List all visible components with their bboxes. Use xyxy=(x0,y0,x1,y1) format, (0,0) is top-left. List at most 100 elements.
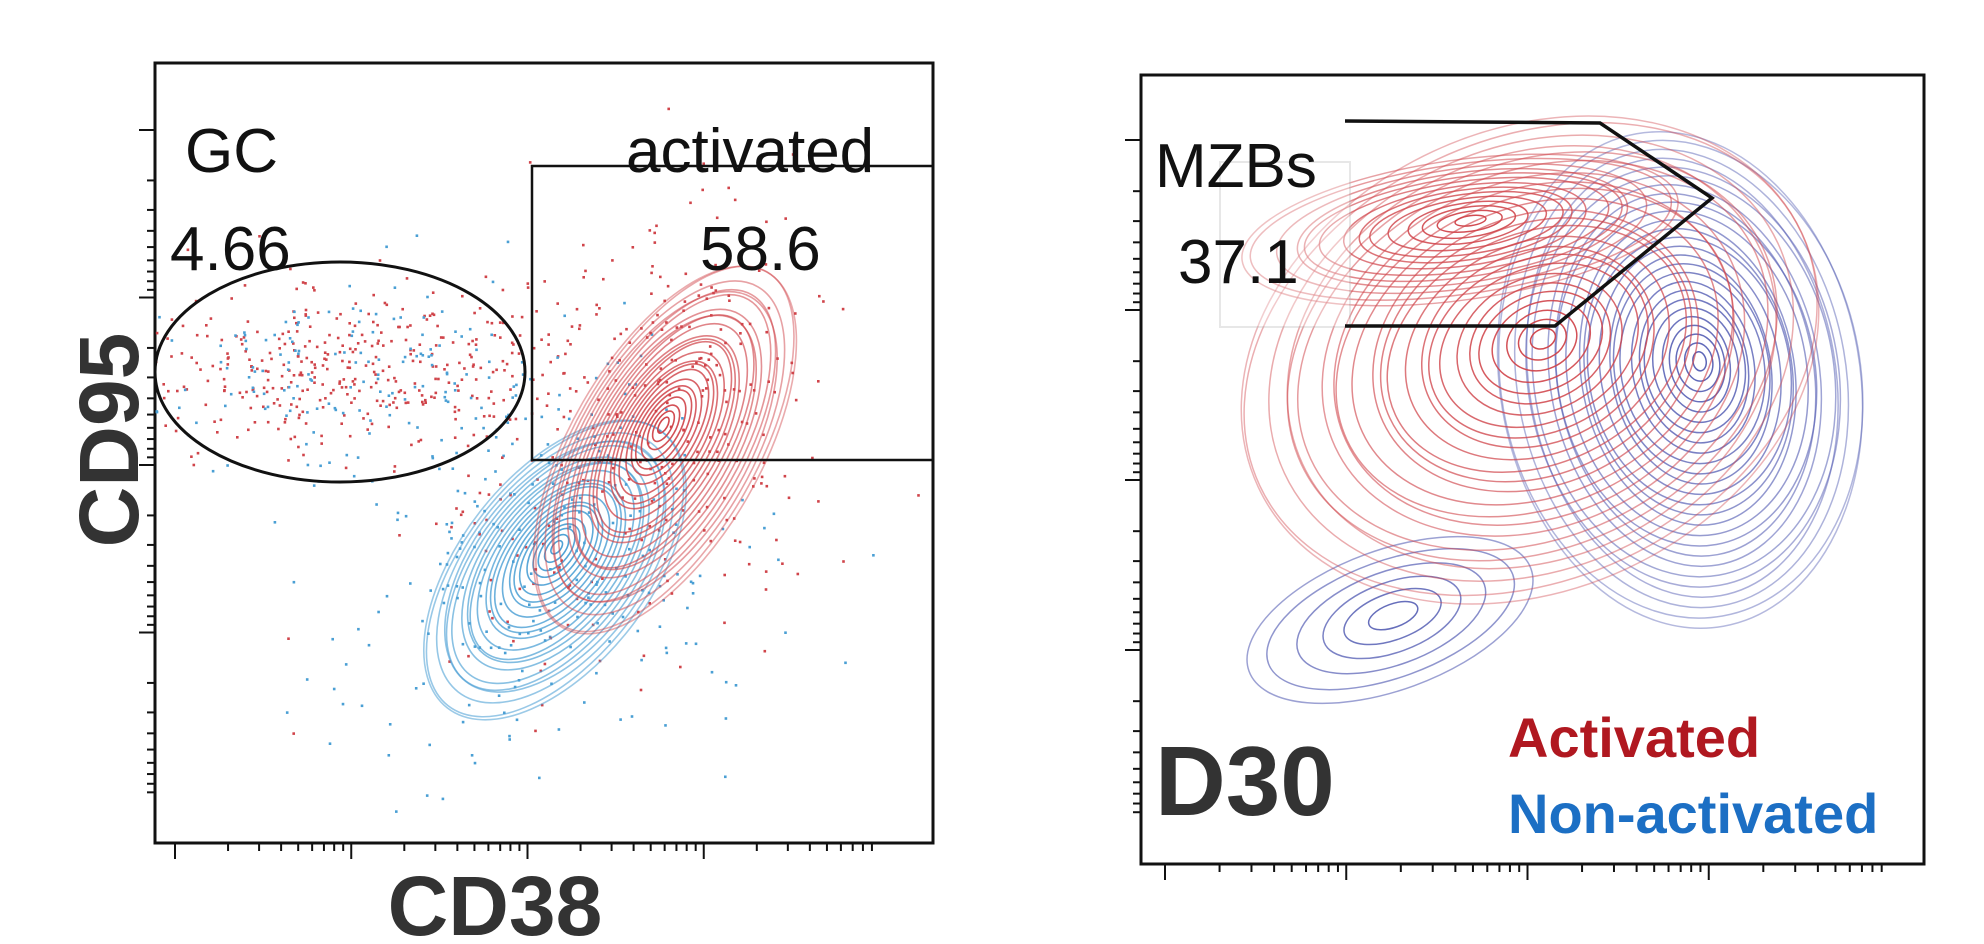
event-dot xyxy=(641,554,645,558)
event-dot xyxy=(725,400,728,404)
non-activated-contour xyxy=(1675,333,1721,393)
event-dot xyxy=(440,438,443,442)
event-dot xyxy=(328,333,331,337)
event-dot xyxy=(508,734,511,738)
event-dot xyxy=(555,517,559,520)
event-dot xyxy=(594,557,598,561)
activated-contour xyxy=(1478,290,1604,395)
event-dot xyxy=(526,286,530,289)
event-dot xyxy=(538,776,541,780)
event-dot xyxy=(219,344,222,348)
event-dot xyxy=(331,637,334,641)
event-dot xyxy=(502,454,505,458)
non-activated-contour xyxy=(1547,183,1823,568)
left-x-axis-ticks xyxy=(174,843,873,859)
event-dot xyxy=(415,234,419,237)
activated-contour xyxy=(1241,153,1679,307)
event-dot xyxy=(601,577,604,580)
event-dot xyxy=(367,643,371,647)
event-dot xyxy=(327,402,331,405)
event-dot xyxy=(263,407,267,411)
event-dot xyxy=(354,348,357,351)
event-dot xyxy=(675,326,679,329)
event-dot xyxy=(196,451,200,455)
event-dot xyxy=(611,612,614,615)
event-dot xyxy=(219,360,223,364)
event-dot xyxy=(326,367,329,371)
y-axis-title: CD95 xyxy=(62,333,156,548)
event-dot xyxy=(503,651,507,655)
event-dot xyxy=(309,378,312,381)
event-dot xyxy=(760,475,764,479)
event-dot xyxy=(589,603,592,606)
event-dot xyxy=(556,356,559,359)
activated-gate xyxy=(530,164,935,462)
event-dot xyxy=(460,378,464,381)
event-dot xyxy=(353,383,356,386)
event-dot xyxy=(558,393,561,397)
event-dot xyxy=(252,390,256,393)
event-dot xyxy=(725,518,729,522)
event-dot xyxy=(608,640,611,643)
d30-panel: MZBs 37.1 D30 Activated Non-activated xyxy=(1125,73,1926,880)
event-dot xyxy=(379,390,382,393)
event-dot xyxy=(597,398,600,402)
event-dot xyxy=(547,343,550,346)
event-dot xyxy=(567,417,571,421)
event-dot xyxy=(338,350,342,354)
event-dot xyxy=(582,243,585,247)
event-dot xyxy=(353,397,356,400)
event-dot xyxy=(575,578,579,582)
event-dot xyxy=(223,385,227,388)
event-dot xyxy=(612,466,615,470)
event-dot xyxy=(664,724,667,727)
event-dot xyxy=(524,417,527,421)
event-dot xyxy=(733,539,737,542)
event-dot xyxy=(443,368,446,371)
event-dot xyxy=(748,545,751,549)
event-dot xyxy=(280,387,284,390)
event-dot xyxy=(366,428,369,431)
event-dot xyxy=(362,417,365,420)
event-dot xyxy=(762,433,765,437)
event-dot xyxy=(226,357,230,360)
event-dot xyxy=(628,341,632,344)
event-dot xyxy=(740,420,744,424)
event-dot xyxy=(442,601,446,605)
event-dot xyxy=(665,651,669,655)
event-dot xyxy=(587,511,591,514)
event-dot xyxy=(479,594,483,598)
event-dot xyxy=(395,810,398,813)
event-dot xyxy=(409,347,412,351)
event-dot xyxy=(372,320,375,324)
event-dot xyxy=(64,318,67,321)
event-dot xyxy=(272,402,276,405)
event-dot xyxy=(190,356,193,359)
event-dot xyxy=(167,389,170,393)
event-dot xyxy=(623,301,626,305)
event-dot xyxy=(313,381,316,384)
event-dot xyxy=(450,537,453,540)
event-dot xyxy=(303,345,307,348)
event-dot xyxy=(456,384,459,388)
event-dot xyxy=(723,621,726,625)
event-dot xyxy=(738,540,742,544)
event-dot xyxy=(289,381,293,384)
event-dot xyxy=(285,711,289,714)
event-dot xyxy=(476,504,479,508)
event-dot xyxy=(639,460,642,464)
event-dot xyxy=(488,360,491,364)
event-dot xyxy=(162,396,166,400)
event-dot xyxy=(760,482,763,485)
event-dot xyxy=(794,398,798,402)
event-dot xyxy=(223,389,226,393)
x-axis-title: CD38 xyxy=(388,859,603,944)
event-dot xyxy=(216,431,219,434)
event-dot xyxy=(256,330,259,334)
event-dot xyxy=(520,315,524,319)
event-dot xyxy=(293,310,296,314)
event-dot xyxy=(176,416,180,420)
event-dot xyxy=(387,425,390,429)
event-dot xyxy=(509,644,513,647)
event-dot xyxy=(68,326,71,329)
